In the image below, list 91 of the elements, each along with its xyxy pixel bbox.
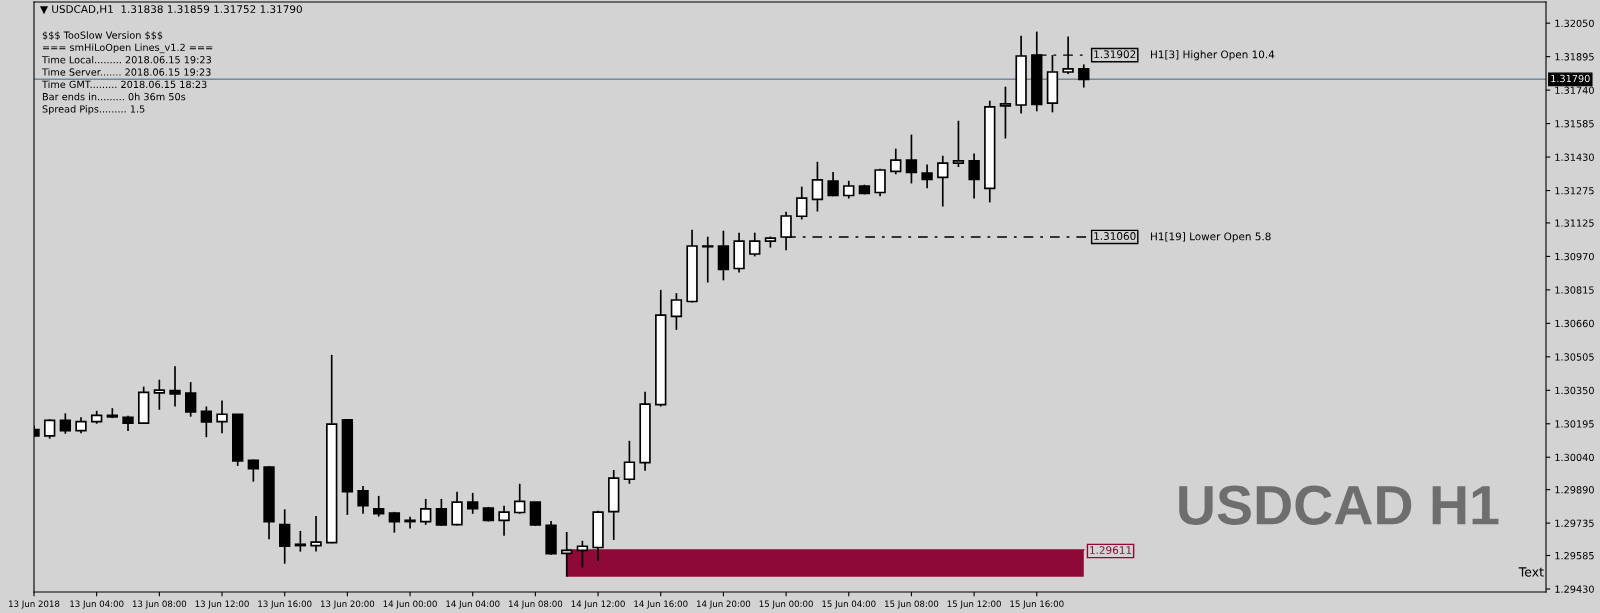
x-tick-label: 14 Jun 20:00	[697, 600, 751, 609]
x-tick-label: 13 Jun 04:00	[70, 600, 124, 609]
candlestick	[59, 412, 72, 435]
y-tick-label: 1.30040	[1555, 453, 1594, 462]
x-tick-label: 15 Jun 16:00	[1010, 600, 1064, 609]
x-tick-label: 14 Jun 04:00	[446, 600, 500, 609]
x-tick-label: 13 Jun 12:00	[195, 600, 249, 609]
x-tick-label: 14 Jun 08:00	[508, 600, 563, 609]
candlestick	[404, 516, 416, 530]
y-tick-label: 1.30815	[1555, 286, 1594, 294]
y-tick-label: 1.30195	[1555, 420, 1594, 428]
annotation: Spread Pips......... 1.5	[42, 105, 145, 115]
candlestick	[670, 292, 683, 331]
annotation: H1[19] Lower Open 5.8	[1151, 232, 1271, 243]
candlestick	[623, 439, 636, 485]
candlestick	[357, 485, 369, 515]
candlestick	[937, 154, 949, 208]
candlestick	[184, 381, 197, 418]
candlestick	[498, 504, 510, 537]
y-tick-label: 1.30970	[1555, 252, 1594, 261]
x-tick-label: 14 Jun 12:00	[571, 600, 625, 609]
candlestick	[717, 229, 730, 282]
x-tick-label: 13 Jun 16:00	[258, 600, 312, 609]
annotation: H1[3] Higher Open 10.4	[1151, 50, 1275, 61]
annotation: USDCAD H1	[1179, 485, 1499, 525]
candlestick	[43, 418, 56, 440]
y-tick-label: 1.29890	[1555, 486, 1594, 494]
ref-line-label: 1.31790	[1551, 74, 1590, 83]
x-tick-label: 15 Jun 04:00	[822, 600, 876, 609]
annotation: Time Local......... 2018.06.15 19:23	[41, 55, 211, 64]
y-tick-label: 1.29585	[1555, 551, 1594, 560]
candlestick	[921, 163, 933, 190]
candlestick	[373, 495, 385, 518]
candlestick	[576, 539, 589, 569]
x-tick-label: 14 Jun 00:00	[383, 600, 437, 609]
candlestick	[890, 147, 902, 176]
candlestick	[796, 185, 808, 221]
candlestick	[811, 160, 824, 213]
y-tick-label: 1.32050	[1555, 19, 1594, 27]
chart-title: ▼ USDCAD,H1 1.31838 1.31859 1.31752 1.31790	[40, 5, 302, 15]
y-tick-label: 1.30505	[1555, 353, 1594, 361]
candlestick	[514, 482, 526, 515]
candlestick	[310, 515, 322, 553]
y-tick-label: 1.31895	[1555, 53, 1594, 61]
x-tick-label: 15 Jun 12:00	[947, 600, 1001, 609]
annotation: === smHiLoOpen Lines_v1.2 ===	[43, 43, 213, 54]
y-tick-label: 1.30660	[1555, 319, 1594, 328]
annotation: Text	[1518, 567, 1544, 577]
annotation: Time GMT......... 2018.06.15 18:23	[41, 80, 207, 89]
candlestick	[905, 133, 918, 185]
annotation: 1.31060	[1094, 232, 1136, 240]
annotation: 1.31902	[1094, 50, 1136, 59]
y-tick-label: 1.31125	[1555, 219, 1594, 227]
annotation: Time Server....... 2018.06.15 19:23	[41, 68, 211, 76]
candlestick	[749, 231, 761, 258]
y-tick-label: 1.31740	[1555, 86, 1594, 94]
candlestick	[561, 531, 573, 578]
candlestick	[1078, 63, 1090, 89]
annotation: Bar ends in......... 0h 36m 50s	[42, 92, 186, 101]
x-tick-label: 15 Jun 08:00	[885, 600, 939, 609]
candlestick	[827, 171, 839, 198]
candlestick	[874, 167, 886, 198]
y-tick-label: 1.30350	[1555, 386, 1594, 395]
candlestick	[153, 378, 166, 411]
x-tick-label: 15 Jun 00:00	[759, 600, 813, 609]
x-tick-label: 13 Jun 20:00	[320, 600, 375, 609]
y-tick-label: 1.31275	[1555, 187, 1594, 195]
candlestick	[467, 492, 479, 515]
candlestick	[247, 458, 260, 483]
candlestick	[294, 530, 307, 553]
y-tick-label: 1.29430	[1555, 585, 1594, 593]
candlestick	[529, 501, 542, 527]
candlestick	[200, 405, 213, 438]
x-tick-label: 13 Jun 2018	[9, 600, 60, 609]
candlestick	[216, 399, 228, 435]
candlestick	[968, 152, 980, 200]
candlestick	[435, 498, 448, 527]
y-tick-label: 1.29735	[1555, 519, 1594, 527]
y-tick-label: 1.31585	[1555, 120, 1594, 128]
candlestick	[279, 508, 291, 565]
candlestick	[999, 85, 1012, 140]
annotation: 1.29611	[1090, 546, 1132, 555]
y-tick-label: 1.31430	[1555, 153, 1594, 161]
candlestick	[952, 119, 965, 168]
annotation: $$$ TooSlow Version $$$	[42, 31, 163, 41]
x-tick-label: 13 Jun 08:00	[132, 600, 187, 609]
candlestick	[420, 498, 432, 526]
candlestick	[451, 490, 463, 527]
candlestick	[702, 235, 714, 284]
candlestick	[169, 365, 181, 408]
x-tick-label: 14 Jun 16:00	[634, 600, 688, 609]
